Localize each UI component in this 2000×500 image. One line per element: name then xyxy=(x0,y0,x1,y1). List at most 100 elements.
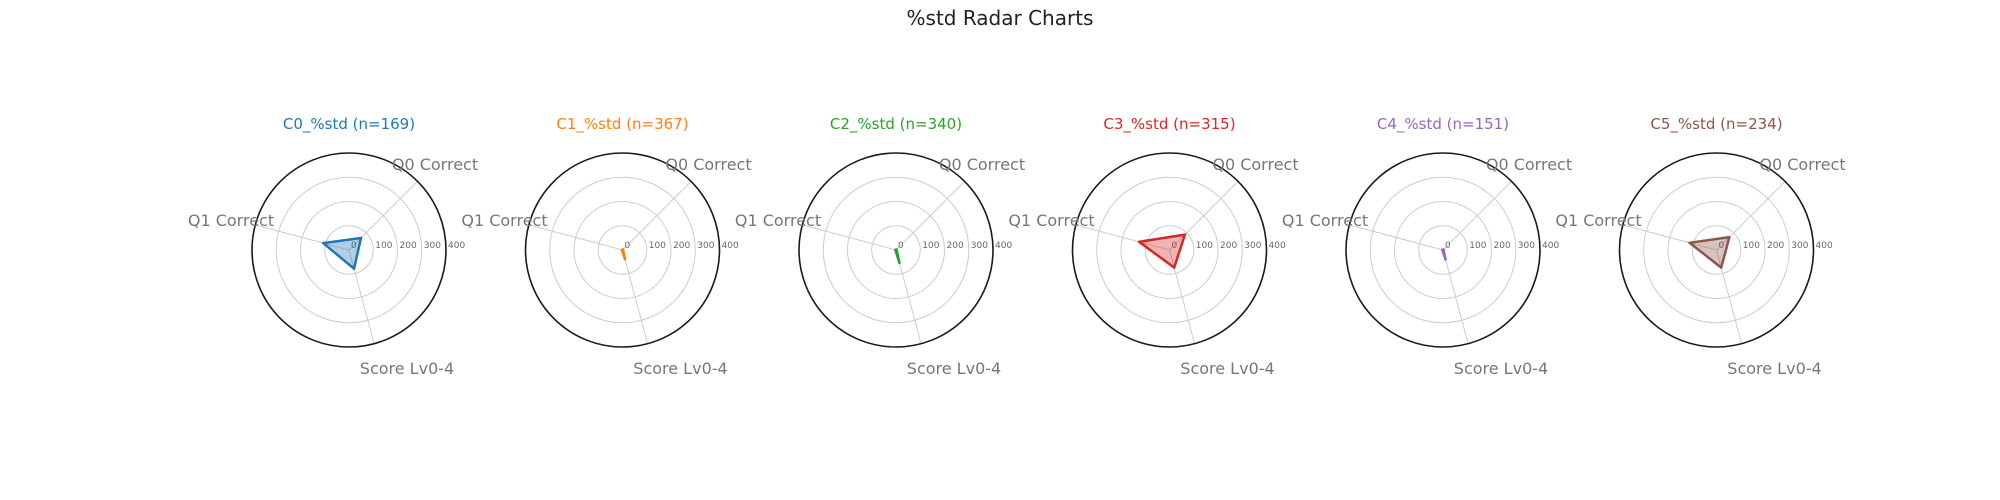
radial-tick-label: 400 xyxy=(1816,241,1833,251)
outer-circle xyxy=(251,152,447,348)
panel-title: C3_%std (n=315) xyxy=(1103,115,1235,134)
data-point-q1-correct xyxy=(1688,241,1691,244)
radial-tick-label: 400 xyxy=(1542,241,1559,251)
axis-spoke xyxy=(528,224,623,251)
axis-label: Score Lv0-4 xyxy=(1180,359,1274,378)
axis-spoke xyxy=(895,181,965,251)
radial-tick-label: 200 xyxy=(1494,241,1511,251)
data-point-score-lv0-4 xyxy=(623,258,627,261)
axis-spoke xyxy=(1442,181,1512,251)
grid-circle xyxy=(822,176,970,324)
grid-circle xyxy=(1643,176,1790,324)
radial-tick-label: 300 xyxy=(971,241,988,251)
data-point-score-lv0-4 xyxy=(352,267,356,270)
grid-circle xyxy=(1096,176,1243,324)
panel-title: C0_%std (n=169) xyxy=(283,115,415,134)
series-polygon xyxy=(1137,233,1187,269)
radial-tick-label: 400 xyxy=(1269,241,1286,251)
grid-circle xyxy=(847,201,945,299)
axis-spoke xyxy=(1442,249,1469,344)
axis-label: Score Lv0-4 xyxy=(1454,359,1548,378)
panel-title: C1_%std (n=367) xyxy=(556,115,688,134)
axis-label: Q1 Correct xyxy=(735,211,821,230)
radial-tick-label: 200 xyxy=(400,241,417,251)
outer-circle xyxy=(1345,152,1541,348)
grid-circle xyxy=(597,225,648,275)
radial-tick-label: 200 xyxy=(673,241,690,251)
data-point-q1-correct xyxy=(1137,240,1141,244)
grid-circle xyxy=(300,201,398,299)
radar-panel-3: C3_%std (n=315) 0 100 200 300 400 Q0 Correct Q1… xyxy=(1008,115,1298,378)
series-polygon xyxy=(1441,248,1447,261)
axis-spoke xyxy=(348,249,375,344)
axis-spoke xyxy=(1622,224,1717,251)
radial-tick-label: 400 xyxy=(448,241,465,251)
series-polygon xyxy=(1688,235,1731,269)
grid-circle xyxy=(573,201,672,299)
grid-circle xyxy=(275,176,423,324)
data-point-q1-correct xyxy=(1441,248,1444,252)
radial-tick-label: 200 xyxy=(947,241,964,251)
radial-tick-label: 0 xyxy=(351,241,357,251)
axis-spoke xyxy=(255,224,350,251)
grid-circle xyxy=(1667,201,1766,299)
series-polygon xyxy=(321,236,363,270)
grid-circle xyxy=(1394,201,1492,299)
radial-tick-label: 0 xyxy=(1172,241,1178,251)
radial-tick-label: 300 xyxy=(1518,241,1535,251)
radial-tick-label: 300 xyxy=(1791,241,1808,251)
axis-spoke xyxy=(802,224,897,251)
axis-label: Q1 Correct xyxy=(1555,211,1641,230)
radial-tick-label: 400 xyxy=(995,241,1012,251)
radial-tick-label: 300 xyxy=(697,241,714,251)
radar-panel-5: C5_%std (n=234) 0 100 200 300 400 Q0 Correct Q1… xyxy=(1555,115,1845,378)
radial-tick-label: 300 xyxy=(424,241,441,251)
radar-panel-1: C1_%std (n=367) 0 100 200 300 400 Q0 Correct Q1… xyxy=(461,115,751,378)
data-point-score-lv0-4 xyxy=(1444,258,1447,261)
axis-label: Q1 Correct xyxy=(188,211,274,230)
grid-circle xyxy=(1418,225,1468,275)
data-point-q0-correct xyxy=(1183,233,1187,236)
radial-tick-label: 300 xyxy=(1244,241,1261,251)
grid-circle xyxy=(1144,225,1195,275)
radial-tick-label: 0 xyxy=(1445,241,1451,251)
outer-circle xyxy=(1618,152,1815,348)
radial-tick-label: 100 xyxy=(649,241,666,251)
radial-tick-label: 100 xyxy=(375,241,392,251)
axis-spoke xyxy=(1169,181,1239,251)
radar-panel-2: C2_%std (n=340) 0 100 200 300 400 Q0 Correct Q1… xyxy=(735,115,1025,378)
axis-label: Q0 Correct xyxy=(665,155,751,174)
radar-panel-4: C4_%std (n=151) 0 100 200 300 400 Q0 Correct Q1… xyxy=(1282,115,1572,378)
grid-circle xyxy=(1120,201,1219,299)
figure-title: %std Radar Charts xyxy=(906,6,1094,30)
radial-tick-label: 100 xyxy=(1743,241,1760,251)
radar-panel-0: C0_%std (n=169) 0 100 200 300 400 Q0 Correct Q1… xyxy=(188,115,478,378)
data-point-q0-correct xyxy=(1728,235,1731,239)
radial-tick-label: 0 xyxy=(898,241,904,251)
axis-label: Q0 Correct xyxy=(1212,155,1298,174)
panel-title: C5_%std (n=234) xyxy=(1650,115,1782,134)
data-point-score-lv0-4 xyxy=(898,261,901,265)
radial-tick-label: 0 xyxy=(1719,241,1725,251)
series-polygon xyxy=(894,248,901,265)
grid-circle xyxy=(1691,225,1742,275)
axis-label: Q0 Correct xyxy=(939,155,1025,174)
radial-tick-label: 100 xyxy=(1469,241,1486,251)
axis-label: Q0 Correct xyxy=(1486,155,1572,174)
axis-spoke xyxy=(622,181,692,251)
series-polygon xyxy=(620,248,627,261)
grid-circle xyxy=(1369,176,1517,324)
panel-title: C4_%std (n=151) xyxy=(1377,115,1509,134)
outer-circle xyxy=(524,152,721,348)
axis-spoke xyxy=(622,249,649,344)
outer-circle xyxy=(1071,152,1268,348)
data-point-q0-correct xyxy=(359,236,363,240)
data-point-q1-correct xyxy=(322,241,325,245)
data-point-q1-correct xyxy=(894,248,897,252)
radial-tick-label: 400 xyxy=(722,241,739,251)
axis-label: Score Lv0-4 xyxy=(1727,359,1821,378)
axis-label: Q1 Correct xyxy=(1282,211,1368,230)
data-point-score-lv0-4 xyxy=(1173,266,1176,269)
radial-tick-label: 200 xyxy=(1767,241,1784,251)
